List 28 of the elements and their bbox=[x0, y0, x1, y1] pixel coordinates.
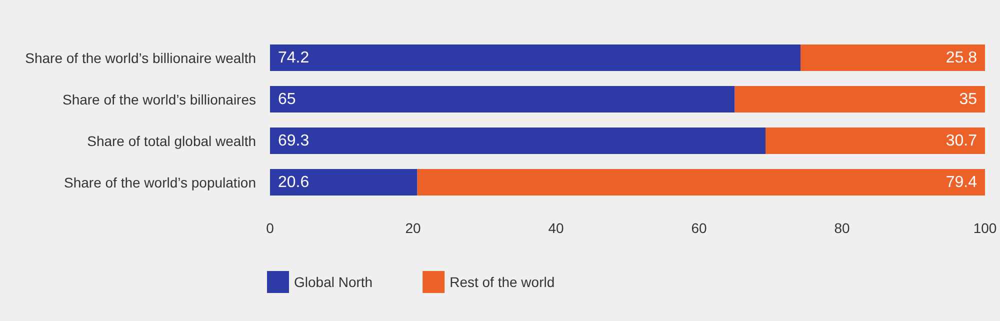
data-label: 79.4 bbox=[946, 174, 978, 191]
data-label: 25.8 bbox=[946, 49, 978, 66]
data-label: 20.6 bbox=[278, 174, 310, 191]
data-label: 74.2 bbox=[278, 49, 310, 66]
bar bbox=[270, 86, 735, 113]
x-tick-label: 60 bbox=[691, 220, 707, 236]
bar bbox=[765, 127, 985, 154]
y-tick-label: Share of the world’s population bbox=[64, 174, 256, 190]
data-label: 65 bbox=[278, 90, 296, 108]
y-tick-label: Share of the world’s billionaire wealth bbox=[25, 50, 256, 66]
bar bbox=[270, 44, 801, 72]
bar bbox=[270, 168, 418, 196]
x-tick-label: 80 bbox=[834, 220, 850, 236]
data-label: 35 bbox=[959, 90, 978, 108]
x-tick-label: 100 bbox=[973, 220, 997, 236]
data-label: 30.7 bbox=[946, 132, 978, 150]
x-tick-label: 40 bbox=[548, 220, 564, 236]
data-label: 69.3 bbox=[278, 132, 310, 150]
y-tick-label: Share of the world’s billionaires bbox=[62, 91, 256, 108]
x-tick-label: 20 bbox=[405, 220, 421, 236]
legend-label: Rest of the world bbox=[450, 274, 555, 290]
bar bbox=[800, 44, 985, 72]
bar bbox=[417, 168, 985, 196]
y-tick-label: Share of total global wealth bbox=[87, 132, 256, 149]
legend-label: Global North bbox=[294, 274, 373, 290]
x-tick-label: 0 bbox=[266, 220, 274, 236]
bar bbox=[270, 127, 766, 154]
bar bbox=[734, 86, 985, 113]
